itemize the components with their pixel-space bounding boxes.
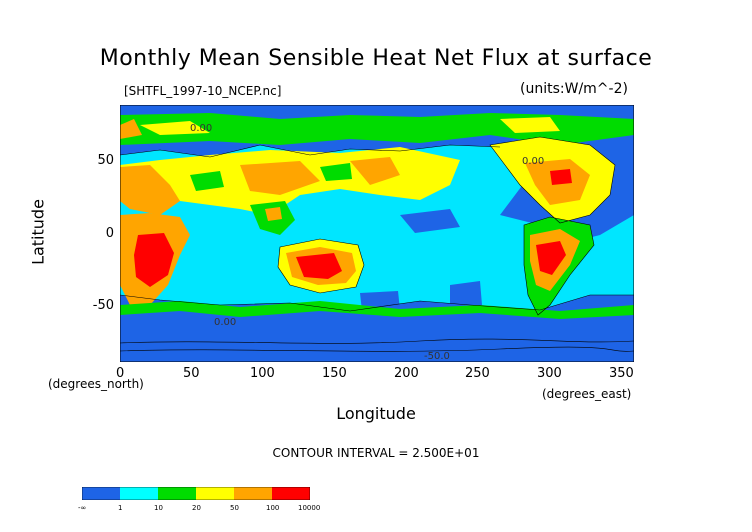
south-asia [265,207,282,221]
colorbar-swatch [82,487,120,500]
x-unit-label: (degrees_east) [542,387,632,401]
contour-label: -50.0 [424,351,450,362]
x-tick-label: 200 [394,366,419,381]
colorbar-label: 100 [266,504,280,512]
south-america [536,241,566,275]
units-label: (units:W/m^-2) [520,81,628,97]
colorbar-swatch [272,487,310,500]
x-tick-label: 300 [537,366,562,381]
antarctica-contours [120,338,634,352]
africa [134,233,174,287]
southern-fringe [120,301,634,319]
x-tick-label: 250 [465,366,490,381]
eurasia [190,163,352,191]
x-tick-label: 100 [250,366,275,381]
contour-lines [120,136,634,316]
x-tick-label: 350 [609,366,634,381]
y-tick-label: 0 [105,226,114,241]
colorbar-swatch [196,487,234,500]
ocean-dark-patch [400,209,460,233]
file-name: [SHTFL_1997-10_NCEP.nc] [124,84,282,98]
contour-label: 0.00 [522,156,545,167]
colorbar-swatch [234,487,272,500]
contour-interval-label: CONTOUR INTERVAL = 2.500E+01 [272,446,480,460]
antarctica [120,337,634,362]
colorbar-label: 1 [118,504,123,512]
y-axis-title: Latitude [28,199,48,265]
eurasia [120,157,400,215]
colorbar-swatch [158,487,196,500]
colorbar-label: -∞ [78,504,87,512]
x-tick-label: 0 [116,366,125,381]
arctic-band [120,119,142,139]
colorbar-label: 50 [230,504,239,512]
colorbar-swatch [120,487,158,500]
y-tick-label: -50 [92,298,114,313]
colorbar-label: 20 [192,504,201,512]
australia [296,253,342,279]
colorbar-label: 10 [154,504,163,512]
heat-flux-map [120,105,634,362]
map-title: Monthly Mean Sensible Heat Net Flux at s… [99,46,653,71]
x-tick-label: 50 [183,366,200,381]
y-unit-label: (degrees_north) [48,377,144,391]
ocean-dark-patch [450,281,482,307]
x-tick-label: 150 [322,366,347,381]
x-axis-title: Longitude [336,404,416,423]
arctic-band [140,117,560,135]
contour-label: 0.00 [214,317,237,328]
colorbar [82,487,310,500]
north-america [550,169,572,185]
y-tick-label: 50 [97,153,114,168]
colorbar-label: 10000 [298,504,321,512]
contour-label: 0.00 [190,123,213,134]
